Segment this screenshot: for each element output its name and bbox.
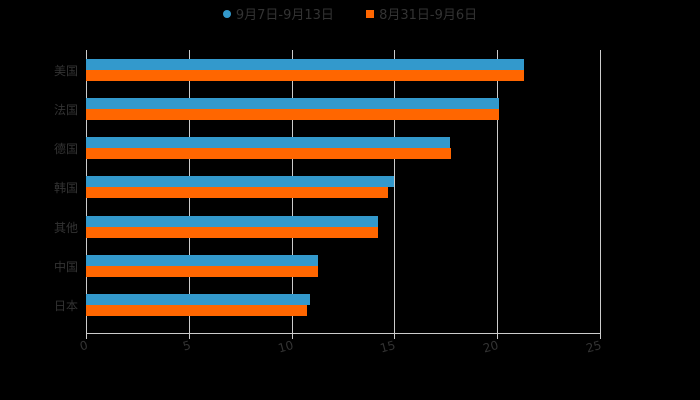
category-label: 法国 (53, 103, 78, 117)
category-label: 德国 (53, 142, 78, 156)
circle-marker-icon (222, 9, 231, 18)
chart-legend: 9月7日-9月13日 8月31日-9月6日 (0, 4, 700, 23)
category-label: 美国 (53, 64, 78, 78)
bar-series-1[interactable] (86, 137, 450, 148)
x-tick-label: 10 (276, 338, 295, 356)
gridline (394, 50, 395, 334)
x-tick (497, 334, 498, 339)
bar-series-1[interactable] (86, 255, 318, 266)
legend-item-series-2[interactable]: 8月31日-9月6日 (366, 4, 477, 23)
category-label: 中国 (53, 260, 78, 274)
x-tick-label: 5 (181, 338, 193, 354)
x-tick (394, 334, 395, 339)
square-marker-icon (366, 9, 375, 18)
bar-series-2[interactable] (86, 305, 307, 316)
bar-series-1[interactable] (86, 59, 524, 70)
x-tick (189, 334, 190, 339)
bar-series-2[interactable] (86, 227, 378, 238)
x-tick-label: 15 (378, 338, 397, 356)
x-tick-label: 25 (584, 338, 603, 356)
category-label: 其他 (53, 221, 78, 235)
bar-series-1[interactable] (86, 98, 499, 109)
bar-series-2[interactable] (86, 70, 524, 81)
x-tick (86, 334, 87, 339)
x-tick-label: 20 (481, 338, 500, 356)
x-axis-line (86, 333, 600, 334)
bar-series-2[interactable] (86, 109, 499, 120)
gridline (600, 50, 601, 334)
bar-series-2[interactable] (86, 148, 451, 159)
legend-item-series-1[interactable]: 9月7日-9月13日 (222, 4, 334, 23)
plot-area (86, 50, 601, 339)
category-label: 韩国 (53, 181, 78, 195)
category-label: 日本 (53, 299, 78, 313)
bar-series-1[interactable] (86, 216, 378, 227)
bar-series-2[interactable] (86, 187, 388, 198)
legend-label: 8月31日-9月6日 (379, 8, 478, 23)
x-tick (292, 334, 293, 339)
bar-series-1[interactable] (86, 176, 394, 187)
x-tick-label: 0 (78, 338, 90, 354)
legend-label: 9月7日-9月13日 (235, 8, 334, 23)
gridline (497, 50, 498, 334)
x-tick (600, 334, 601, 339)
bar-series-1[interactable] (86, 294, 310, 305)
bar-series-2[interactable] (86, 266, 318, 277)
